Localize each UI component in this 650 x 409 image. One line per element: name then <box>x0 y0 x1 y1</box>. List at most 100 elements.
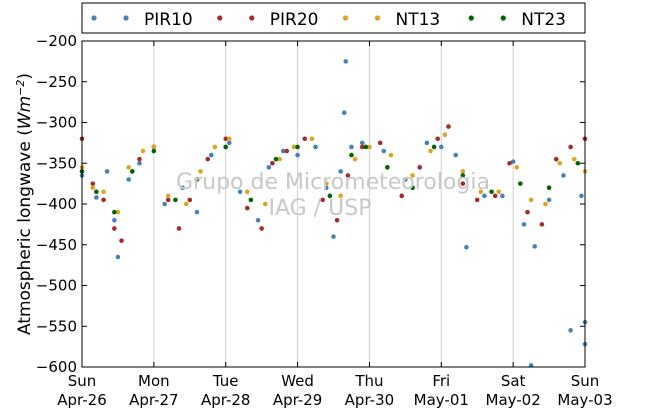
data-point <box>424 140 430 146</box>
data-point <box>94 195 99 200</box>
x-tick-label-date: May-01 <box>414 391 469 409</box>
data-point <box>255 218 261 223</box>
data-point <box>410 185 415 190</box>
x-tick-label-date: May-02 <box>486 391 541 409</box>
data-point <box>500 193 505 199</box>
y-tick-label: −550 <box>36 317 77 335</box>
y-axis-label-exponent: −2 <box>14 80 27 96</box>
data-point <box>284 148 290 154</box>
data-point <box>546 197 552 203</box>
data-point <box>474 197 480 203</box>
x-tick-label-date: Apr-30 <box>345 391 395 409</box>
data-point <box>140 148 146 154</box>
watermark: Grupo de Micrometeorologia IAG / USP <box>176 170 490 221</box>
y-tick-label: −500 <box>36 277 77 295</box>
x-tick-label-date: May-03 <box>557 391 612 409</box>
data-point <box>338 169 343 174</box>
data-point <box>183 201 189 207</box>
data-point <box>492 193 498 199</box>
data-point <box>119 238 124 243</box>
data-point <box>313 144 318 150</box>
y-tick-label: −200 <box>36 32 77 50</box>
data-point <box>343 59 349 64</box>
data-point <box>320 197 326 203</box>
data-point <box>112 226 117 231</box>
legend-marker <box>249 15 255 21</box>
x-tick-label-day: Mon <box>138 372 170 390</box>
data-point <box>482 193 487 199</box>
data-point <box>446 124 451 129</box>
x-tick-label-day: Sun <box>571 372 600 390</box>
data-point <box>363 144 369 150</box>
data-point <box>302 136 308 142</box>
data-point <box>104 169 110 174</box>
data-point <box>331 234 336 239</box>
data-point <box>460 181 466 186</box>
legend-marker <box>123 15 129 21</box>
x-tick-label-date: Apr-28 <box>201 391 251 409</box>
data-point <box>381 148 387 154</box>
data-point <box>291 144 297 150</box>
data-point <box>162 201 167 207</box>
data-point <box>223 136 229 142</box>
data-point <box>435 136 440 142</box>
data-point <box>388 152 394 158</box>
grid <box>153 41 514 367</box>
data-point <box>101 189 106 195</box>
data-point <box>543 201 548 207</box>
data-point <box>165 197 171 203</box>
data-point <box>130 169 135 174</box>
data-point <box>244 205 250 211</box>
data-point <box>101 197 106 203</box>
data-point <box>137 156 142 162</box>
data-point <box>367 144 372 150</box>
y-axis-label: Atmospheric longwave (Wm−2) <box>14 73 36 335</box>
legend-marker <box>374 15 381 21</box>
data-point <box>126 177 132 182</box>
data-point <box>151 148 157 154</box>
data-point <box>359 140 365 146</box>
data-point <box>112 209 117 215</box>
data-point <box>377 140 383 146</box>
data-point <box>173 197 178 203</box>
data-point <box>571 156 577 162</box>
data-point <box>334 218 340 223</box>
data-point <box>198 169 203 174</box>
legend-item-nt23: NT23 <box>468 10 566 30</box>
data-point <box>277 156 282 162</box>
data-point <box>410 173 415 178</box>
data-point <box>194 177 200 182</box>
data-point <box>553 156 559 162</box>
data-point <box>126 165 132 170</box>
x-tick-label-date: Apr-27 <box>129 391 179 409</box>
x-tick-label-day: Thu <box>354 372 383 390</box>
data-point <box>507 160 512 166</box>
data-point <box>327 193 333 199</box>
data-point <box>557 160 563 166</box>
data-point <box>338 193 343 199</box>
x-tick-label-day: Wed <box>281 372 314 390</box>
x-tick-label-day: Sat <box>501 372 526 390</box>
data-point <box>464 244 469 250</box>
data-point <box>262 201 268 207</box>
legend-label: PIR20 <box>270 10 319 30</box>
data-point <box>359 144 365 150</box>
data-point <box>568 144 573 150</box>
data-point <box>151 144 157 150</box>
data-point <box>295 144 300 150</box>
data-point <box>248 197 254 203</box>
y-axis-label-prefix: Atmospheric longwave ( <box>15 129 35 335</box>
data-point <box>460 173 466 178</box>
data-point <box>460 169 466 174</box>
legend-item-nt13: NT13 <box>342 10 440 30</box>
legend-marker <box>500 15 506 21</box>
data-point <box>349 152 354 158</box>
y-tick-label: −350 <box>36 154 77 172</box>
data-point <box>438 144 444 150</box>
y-tick-label: −250 <box>36 73 77 91</box>
data-point <box>496 189 502 195</box>
data-point <box>385 165 390 170</box>
data-point <box>90 185 96 190</box>
data-point <box>575 160 581 166</box>
